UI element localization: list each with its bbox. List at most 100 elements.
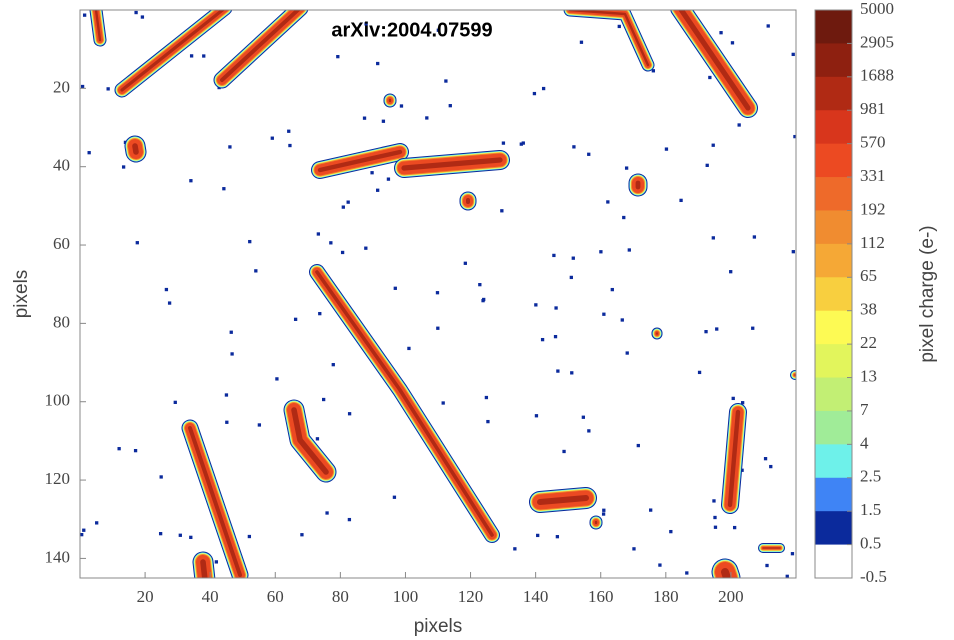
track-core: [94, 10, 102, 42]
noise-pixel: [534, 414, 539, 418]
noise-pixel: [587, 429, 591, 433]
noise-pixel: [620, 318, 624, 322]
colorbar-band: [815, 76, 852, 111]
x-tick-label: 200: [718, 587, 744, 606]
noise-pixel: [730, 41, 735, 45]
y-tick-label: 40: [53, 156, 70, 175]
colorbar-tick-label: 4: [860, 433, 869, 452]
noise-pixel: [346, 200, 350, 204]
noise-pixel: [765, 563, 769, 568]
colorbar-band: [815, 511, 852, 546]
y-tick-label: 20: [53, 77, 70, 96]
noise-pixel: [624, 166, 629, 170]
colorbar-tick-label: 38: [860, 300, 877, 319]
noise-pixel: [791, 250, 795, 254]
noise-pixel: [708, 75, 712, 80]
colorbar-band: [815, 477, 852, 512]
colorbar-band: [815, 344, 852, 379]
noise-pixel: [705, 163, 709, 167]
noise-pixel: [448, 104, 452, 108]
noise-pixel: [715, 327, 719, 331]
colorbar-tick-label: 2905: [860, 32, 894, 51]
noise-pixel: [579, 40, 584, 44]
y-tick-label: 120: [45, 469, 71, 488]
track-core: [721, 568, 731, 578]
y-tick-label: 140: [45, 547, 71, 566]
noise-pixel: [769, 464, 773, 469]
noise-pixel: [790, 552, 795, 556]
noise-pixel: [534, 303, 538, 307]
colorbar-tick-label: 65: [860, 266, 877, 285]
noise-pixel: [247, 534, 252, 539]
noise-pixel: [140, 15, 145, 19]
noise-pixel: [425, 116, 429, 120]
noise-pixel: [697, 370, 702, 375]
noise-pixel: [719, 31, 723, 35]
noise-pixel: [164, 287, 169, 292]
noise-pixel: [336, 54, 340, 59]
noise-pixel: [393, 286, 397, 290]
y-axis-label: pixels: [11, 270, 32, 319]
track-core: [120, 10, 226, 92]
noise-pixel: [340, 250, 345, 255]
noise-pixel: [617, 24, 621, 29]
noise-pixel: [632, 547, 636, 551]
noise-pixel: [553, 334, 558, 339]
noise-pixel: [189, 54, 194, 58]
noise-pixel: [293, 317, 298, 321]
noise-pixel: [435, 291, 440, 295]
x-tick-label: 20: [137, 587, 154, 606]
noise-pixel: [364, 246, 368, 250]
y-tick-label: 100: [45, 391, 71, 410]
track-core: [291, 407, 329, 475]
track-core: [537, 495, 589, 505]
colorbar-band: [815, 143, 852, 178]
noise-pixel: [625, 351, 629, 355]
track-core: [568, 10, 650, 67]
noise-pixel: [228, 145, 232, 149]
noise-pixel: [649, 508, 653, 512]
noise-pixel: [712, 499, 716, 503]
noise-pixel: [270, 136, 274, 140]
noise-pixel: [392, 495, 397, 499]
noise-pixel: [740, 468, 744, 472]
noise-pixel: [713, 515, 717, 520]
noise-pixel: [370, 171, 374, 175]
noise-pixel: [316, 232, 321, 236]
noise-pixel: [552, 253, 556, 258]
noise-pixel: [540, 337, 545, 342]
noise-pixel: [651, 69, 656, 73]
noise-pixel: [82, 13, 87, 17]
noise-pixel: [752, 235, 757, 239]
noise-pixel: [325, 511, 329, 515]
noise-pixel: [444, 79, 448, 83]
colorbar-tick-label: 570: [860, 133, 886, 152]
noise-pixel: [541, 86, 546, 91]
noise-pixel: [556, 369, 560, 373]
noise-pixel: [347, 517, 352, 522]
noise-pixel: [347, 412, 352, 416]
colorbar-label: pixel charge (e-): [917, 225, 938, 362]
colorbar-tick-label: 981: [860, 99, 886, 118]
noise-pixel: [587, 152, 591, 156]
noise-pixel: [685, 571, 689, 575]
noise-pixel: [562, 449, 566, 454]
colorbar-tick-label: -0.5: [860, 567, 887, 586]
noise-pixel: [257, 423, 262, 427]
noise-pixel: [532, 91, 537, 96]
noise-pixel: [601, 512, 606, 516]
noise-pixel: [484, 395, 489, 400]
track-core: [401, 157, 503, 171]
track-core: [188, 426, 242, 577]
y-tick-label: 80: [53, 312, 70, 331]
colorbar-band: [815, 177, 852, 211]
colorbar-tick-label: 192: [860, 199, 886, 218]
noise-pixel: [80, 84, 85, 89]
colorbar-tick-label: 1688: [860, 66, 894, 85]
noise-pixel: [658, 563, 662, 567]
noise-pixel: [478, 282, 482, 287]
noise-pixel: [315, 437, 320, 441]
colorbar-tick-label: 0.5: [860, 533, 881, 552]
colorbar-band: [815, 544, 852, 579]
noise-pixel: [121, 165, 126, 169]
